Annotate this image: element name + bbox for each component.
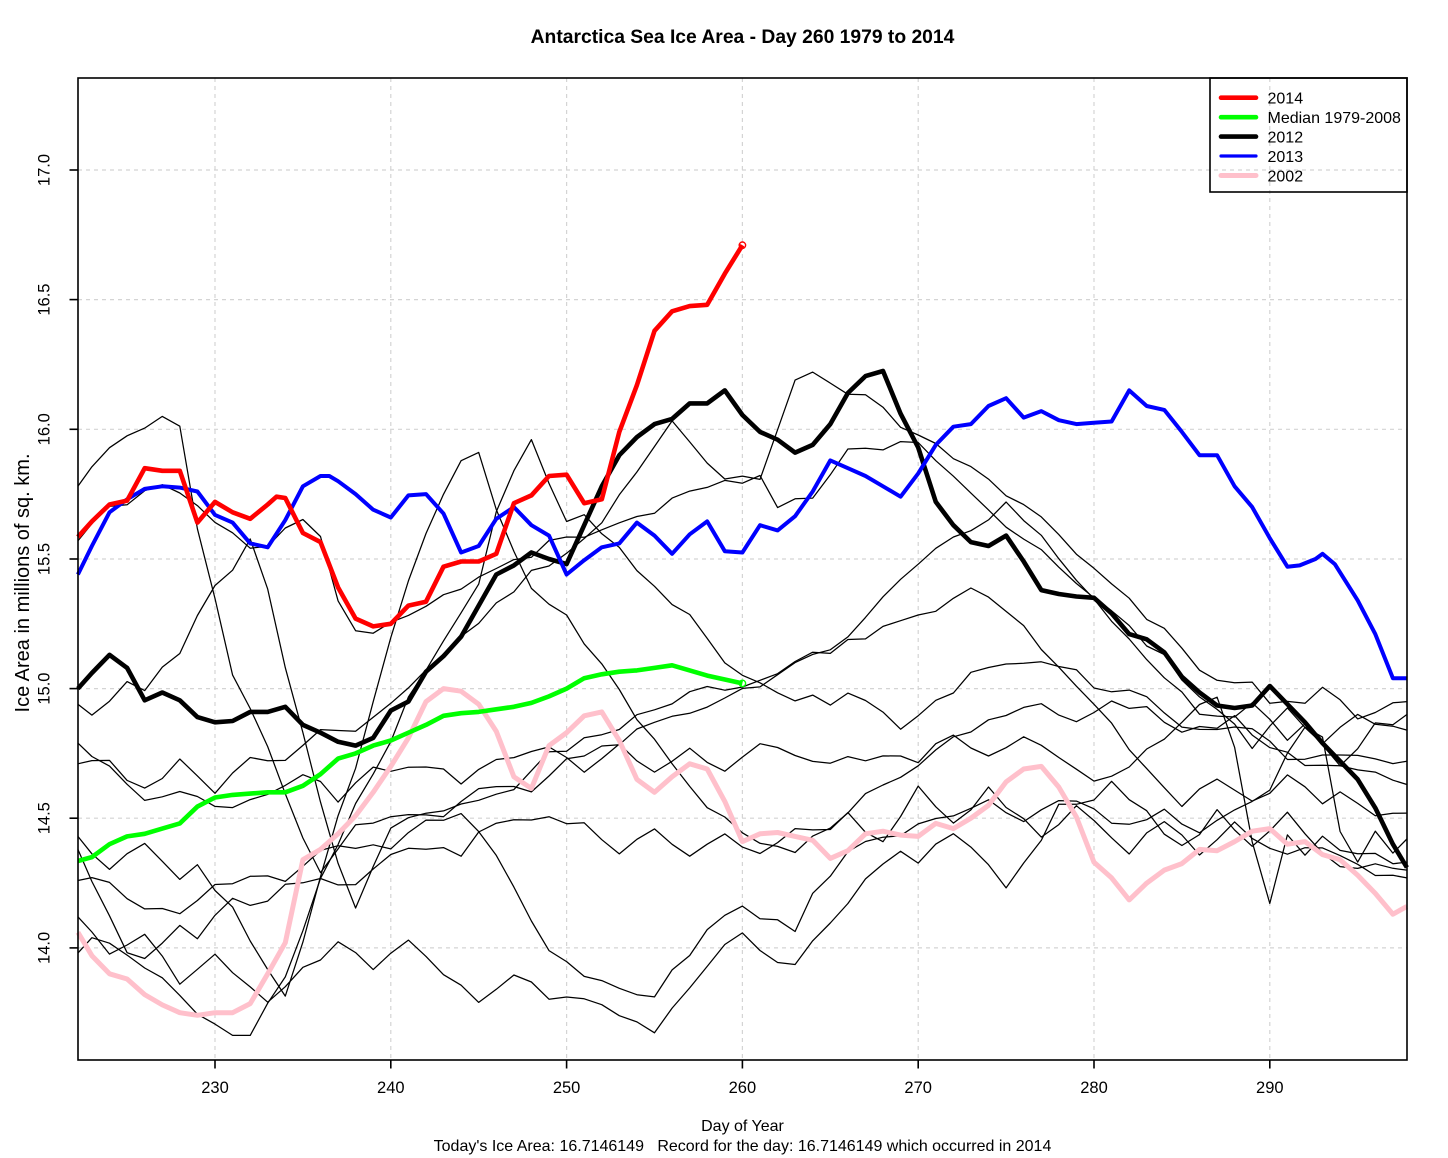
svg-text:2013: 2013 [1268, 149, 1304, 166]
svg-text:15.0: 15.0 [36, 673, 54, 705]
svg-text:2012: 2012 [1268, 129, 1304, 146]
svg-text:16.5: 16.5 [36, 284, 54, 316]
svg-text:Today's Ice Area: 16.7146149: Today's Ice Area: 16.7146149 Record for … [434, 1138, 1052, 1155]
svg-text:280: 280 [1080, 1079, 1108, 1097]
svg-text:Day of Year: Day of Year [701, 1118, 784, 1135]
svg-text:260: 260 [729, 1079, 757, 1097]
svg-text:16.0: 16.0 [36, 413, 54, 445]
svg-text:230: 230 [201, 1079, 229, 1097]
svg-text:270: 270 [904, 1079, 932, 1097]
svg-text:2002: 2002 [1268, 168, 1304, 185]
svg-text:14.5: 14.5 [36, 802, 54, 834]
svg-text:Ice Area in millions of sq. km: Ice Area in millions of sq. km. [12, 454, 34, 713]
svg-text:Median 1979-2008: Median 1979-2008 [1268, 110, 1402, 127]
svg-text:2014: 2014 [1268, 91, 1304, 108]
svg-text:240: 240 [377, 1079, 405, 1097]
svg-text:Antarctica Sea Ice Area - Day: Antarctica Sea Ice Area - Day 260 1979 t… [531, 27, 955, 48]
svg-text:250: 250 [553, 1079, 581, 1097]
svg-text:17.0: 17.0 [36, 154, 54, 186]
svg-text:290: 290 [1256, 1079, 1284, 1097]
svg-text:15.5: 15.5 [36, 543, 54, 575]
svg-text:14.0: 14.0 [36, 932, 54, 964]
